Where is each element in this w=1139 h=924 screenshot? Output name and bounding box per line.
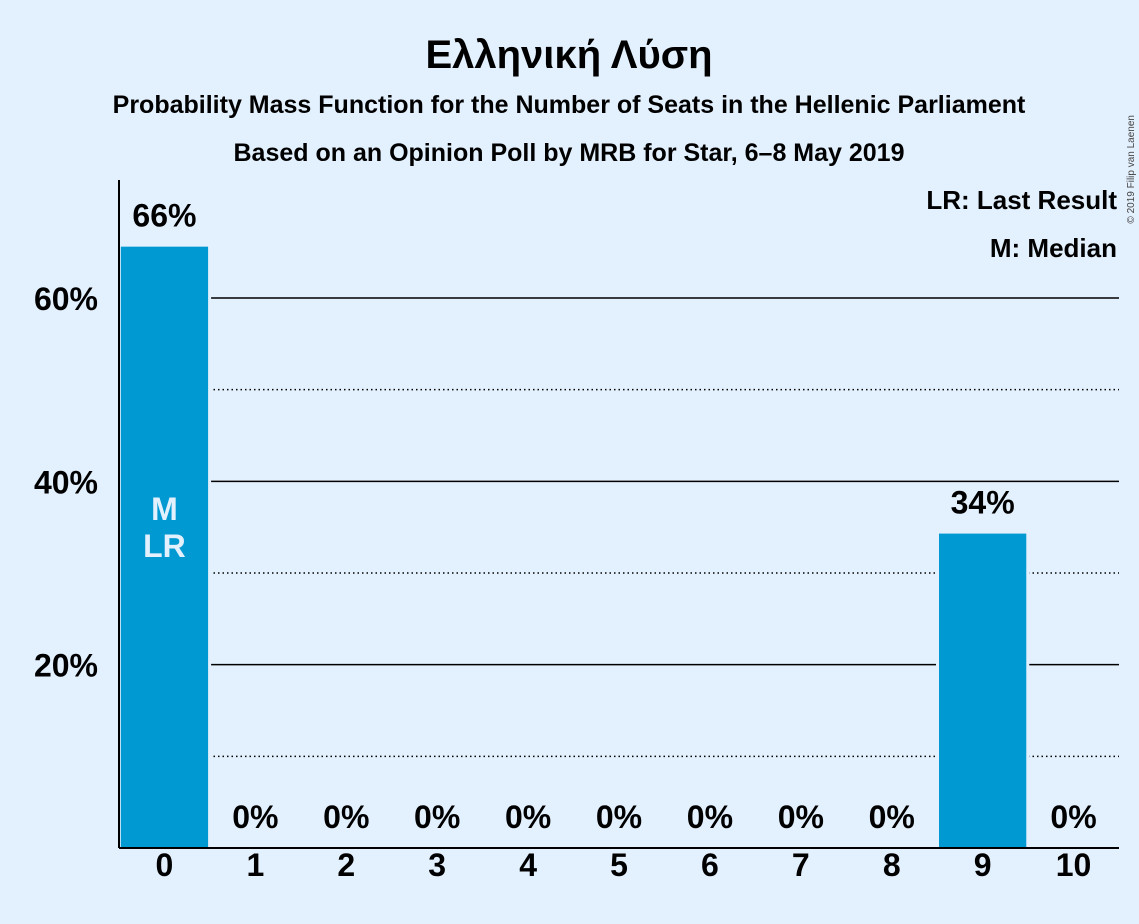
bar-annotation: LR <box>143 528 186 564</box>
x-tick-label: 4 <box>519 847 537 883</box>
x-tick-label: 10 <box>1056 847 1092 883</box>
data-label: 66% <box>132 198 196 234</box>
data-label: 0% <box>1050 799 1096 835</box>
y-tick-label: 40% <box>34 464 98 500</box>
x-tick-label: 3 <box>428 847 446 883</box>
data-label: 0% <box>323 799 369 835</box>
x-tick-label: 5 <box>610 847 628 883</box>
chart-title: Ελληνική Λύση <box>425 33 712 77</box>
bar <box>939 533 1027 848</box>
data-label: 0% <box>505 799 551 835</box>
legend-last-result: LR: Last Result <box>926 185 1117 215</box>
bar-annotation: M <box>151 491 178 527</box>
bar <box>120 246 209 848</box>
x-tick-label: 2 <box>337 847 355 883</box>
legend-median: M: Median <box>990 233 1117 263</box>
x-tick-label: 9 <box>974 847 992 883</box>
x-tick-label: 1 <box>246 847 264 883</box>
chart-subtitle: Probability Mass Function for the Number… <box>113 91 1026 119</box>
x-tick-label: 0 <box>156 847 174 883</box>
data-label: 0% <box>687 799 733 835</box>
labels: 20%40%60%066%10%20%30%40%50%60%70%80%934… <box>34 198 1097 883</box>
chart-subtitle-2: Based on an Opinion Poll by MRB for Star… <box>233 139 904 167</box>
data-label: 0% <box>778 799 824 835</box>
data-label: 0% <box>869 799 915 835</box>
data-label: 34% <box>951 485 1015 521</box>
data-label: 0% <box>232 799 278 835</box>
bars <box>117 243 1030 848</box>
y-tick-label: 20% <box>34 648 98 684</box>
x-tick-label: 8 <box>883 847 901 883</box>
x-tick-label: 7 <box>792 847 810 883</box>
x-tick-label: 6 <box>701 847 719 883</box>
data-label: 0% <box>414 799 460 835</box>
y-tick-label: 60% <box>34 281 98 317</box>
copyright: © 2019 Filip van Laenen <box>1126 115 1137 224</box>
data-label: 0% <box>596 799 642 835</box>
